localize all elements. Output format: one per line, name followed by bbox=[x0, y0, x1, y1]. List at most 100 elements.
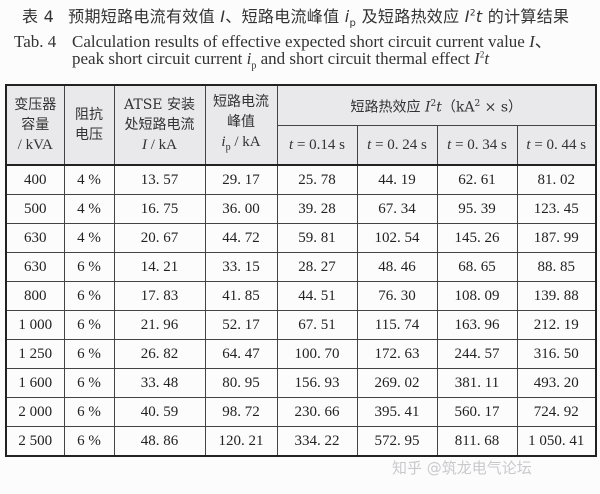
watermark: 知乎 @筑龙电气论坛 bbox=[392, 459, 532, 477]
table-cell: 2 500 bbox=[5, 426, 65, 457]
header-atse-current: ATSE 安装 处短路电流 I / kA bbox=[113, 84, 206, 166]
table-cell: 14. 21 bbox=[113, 252, 206, 282]
table-cell: 4 % bbox=[63, 194, 115, 224]
table-cell: 36. 00 bbox=[204, 194, 278, 224]
caption-chinese: 表 4 预期短路电流有效值 I、短路电流峰值 ip 及短路热效应 I2t 的计算结… bbox=[22, 7, 570, 30]
table-cell: 572. 95 bbox=[356, 426, 438, 457]
table-cell: 1 050. 41 bbox=[516, 426, 597, 457]
table-row: 800 6 % 17. 83 41. 85 44. 51 76. 30 108. 09 139… bbox=[5, 281, 597, 311]
table-cell: 630 bbox=[5, 252, 65, 282]
table-cell: 80. 95 bbox=[204, 368, 278, 398]
header-t-034: t = 0. 34 s bbox=[436, 125, 518, 166]
table-cell: 156. 93 bbox=[276, 368, 358, 398]
header-peak-current: 短路电流 峰值 ip / kA bbox=[204, 84, 278, 166]
table-cell: 212. 19 bbox=[516, 310, 597, 340]
table-cell: 98. 72 bbox=[204, 397, 278, 427]
table-cell: 381. 11 bbox=[436, 368, 518, 398]
caption-english-line2: peak short circuit current ip and short … bbox=[72, 49, 490, 72]
table-cell: 123. 45 bbox=[516, 194, 597, 224]
table-cell: 244. 57 bbox=[436, 339, 518, 369]
table-cell: 120. 21 bbox=[204, 426, 278, 457]
table-row: 1 000 6 % 21. 96 52. 17 67. 51 115. 74 163. 96… bbox=[5, 310, 597, 340]
table-row: 500 4 % 16. 75 36. 00 39. 28 67. 34 95. 39 123.… bbox=[5, 194, 597, 224]
table-cell: 4 % bbox=[63, 223, 115, 253]
table-cell: 13. 57 bbox=[113, 164, 206, 195]
header-t-024: t = 0. 24 s bbox=[356, 125, 438, 166]
table-cell: 95. 39 bbox=[436, 194, 518, 224]
table-cell: 17. 83 bbox=[113, 281, 206, 311]
table-cell: 44. 72 bbox=[204, 223, 278, 253]
table-cell: 25. 78 bbox=[276, 164, 358, 195]
table-cell: 102. 54 bbox=[356, 223, 438, 253]
table-cell: 33. 15 bbox=[204, 252, 278, 282]
table-cell: 68. 65 bbox=[436, 252, 518, 282]
header-t-014: t = 0.14 s bbox=[276, 125, 358, 166]
table-cell: 139. 88 bbox=[516, 281, 597, 311]
table-cell: 493. 20 bbox=[516, 368, 597, 398]
header-capacity: 变压器 容量 / kVA bbox=[5, 84, 65, 166]
results-table: 变压器 容量 / kVA 阻抗 电压 ATSE 安装 处短路电流 I / kA … bbox=[5, 84, 598, 457]
table-cell: 163. 96 bbox=[436, 310, 518, 340]
table-cell: 6 % bbox=[63, 310, 115, 340]
table-cell: 6 % bbox=[63, 426, 115, 457]
table-cell: 64. 47 bbox=[204, 339, 278, 369]
table-cell: 630 bbox=[5, 223, 65, 253]
table-cell: 187. 99 bbox=[516, 223, 597, 253]
table-cell: 6 % bbox=[63, 252, 115, 282]
table-cell: 500 bbox=[5, 194, 65, 224]
table-cell: 41. 85 bbox=[204, 281, 278, 311]
table-row: 1 250 6 % 26. 82 64. 47 100. 70 172. 63 244. 5… bbox=[5, 339, 597, 369]
table-row: 2 000 6 % 40. 59 98. 72 230. 66 395. 41 560. 1… bbox=[5, 397, 597, 427]
table-header: 变压器 容量 / kVA 阻抗 电压 ATSE 安装 处短路电流 I / kA … bbox=[5, 84, 597, 166]
table-cell: 6 % bbox=[63, 281, 115, 311]
table-row: 2 500 6 % 48. 86 120. 21 334. 22 572. 95 811. … bbox=[5, 426, 597, 457]
table-cell: 52. 17 bbox=[204, 310, 278, 340]
table-row: 630 6 % 14. 21 33. 15 28. 27 48. 46 68. 65 88. … bbox=[5, 252, 597, 282]
table-cell: 20. 67 bbox=[113, 223, 206, 253]
table-cell: 48. 46 bbox=[356, 252, 438, 282]
table-cell: 44. 51 bbox=[276, 281, 358, 311]
table-cell: 4 % bbox=[63, 164, 115, 195]
table-cell: 88. 85 bbox=[516, 252, 597, 282]
table-cell: 145. 26 bbox=[436, 223, 518, 253]
table-cell: 172. 63 bbox=[356, 339, 438, 369]
table-body: 400 4 % 13. 57 29. 17 25. 78 44. 19 62. 61 81. … bbox=[5, 164, 597, 457]
table-row: 1 600 6 % 33. 48 80. 95 156. 93 269. 02 381. 1… bbox=[5, 368, 597, 398]
table-cell: 230. 66 bbox=[276, 397, 358, 427]
table-cell: 2 000 bbox=[5, 397, 65, 427]
table-cell: 39. 28 bbox=[276, 194, 358, 224]
header-t-044: t = 0. 44 s bbox=[516, 125, 597, 166]
table-cell: 811. 68 bbox=[436, 426, 518, 457]
header-impedance: 阻抗 电压 bbox=[63, 84, 115, 166]
table-cell: 33. 48 bbox=[113, 368, 206, 398]
table-cell: 1 600 bbox=[5, 368, 65, 398]
table-cell: 81. 02 bbox=[516, 164, 597, 195]
table-cell: 108. 09 bbox=[436, 281, 518, 311]
table-cell: 48. 86 bbox=[113, 426, 206, 457]
table-cell: 29. 17 bbox=[204, 164, 278, 195]
table-cell: 16. 75 bbox=[113, 194, 206, 224]
table-cell: 1 000 bbox=[5, 310, 65, 340]
table-cell: 800 bbox=[5, 281, 65, 311]
table-cell: 26. 82 bbox=[113, 339, 206, 369]
table-cell: 724. 92 bbox=[516, 397, 597, 427]
header-thermal-effect: 短路热效应 I2t（kA2 × s） bbox=[276, 84, 597, 126]
table-row: 400 4 % 13. 57 29. 17 25. 78 44. 19 62. 61 81. … bbox=[5, 164, 597, 195]
table-cell: 560. 17 bbox=[436, 397, 518, 427]
table-cell: 6 % bbox=[63, 339, 115, 369]
caption-english-line1: Tab. 4 Calculation results of effective e… bbox=[14, 32, 552, 51]
table-cell: 21. 96 bbox=[113, 310, 206, 340]
table-cell: 59. 81 bbox=[276, 223, 358, 253]
table-cell: 6 % bbox=[63, 368, 115, 398]
caption-label-cn: 表 4 bbox=[22, 7, 55, 26]
table-cell: 1 250 bbox=[5, 339, 65, 369]
table-cell: 67. 51 bbox=[276, 310, 358, 340]
table-cell: 67. 34 bbox=[356, 194, 438, 224]
table-cell: 62. 61 bbox=[436, 164, 518, 195]
table-cell: 100. 70 bbox=[276, 339, 358, 369]
table-cell: 28. 27 bbox=[276, 252, 358, 282]
table-cell: 395. 41 bbox=[356, 397, 438, 427]
caption-label-en: Tab. 4 bbox=[14, 32, 57, 51]
table-cell: 76. 30 bbox=[356, 281, 438, 311]
table-cell: 115. 74 bbox=[356, 310, 438, 340]
